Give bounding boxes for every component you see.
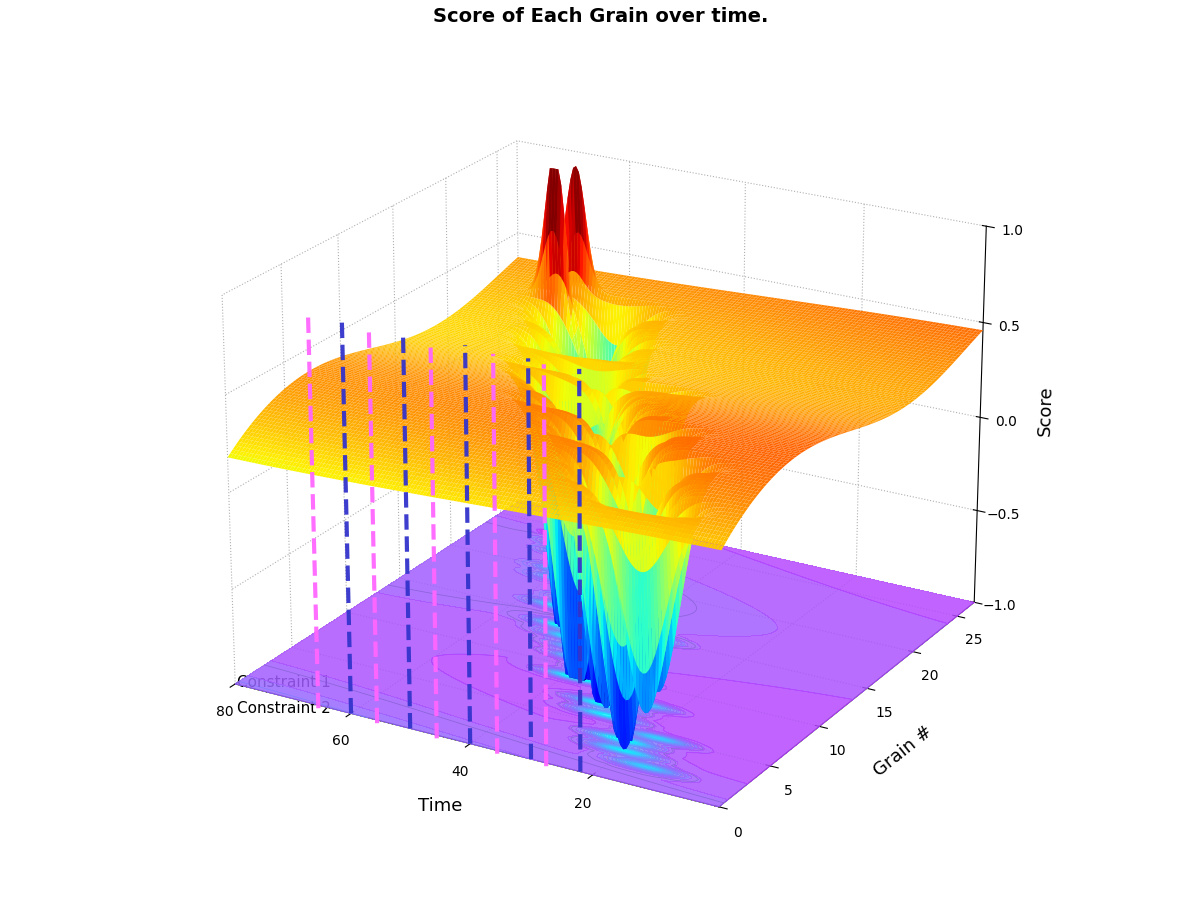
X-axis label: Time: Time <box>418 796 462 814</box>
Text: Constraint 1: Constraint 1 <box>238 675 331 690</box>
Title: Score of Each Grain over time.: Score of Each Grain over time. <box>432 7 769 26</box>
Text: Constraint 2: Constraint 2 <box>238 701 331 716</box>
Y-axis label: Grain #: Grain # <box>870 722 936 779</box>
